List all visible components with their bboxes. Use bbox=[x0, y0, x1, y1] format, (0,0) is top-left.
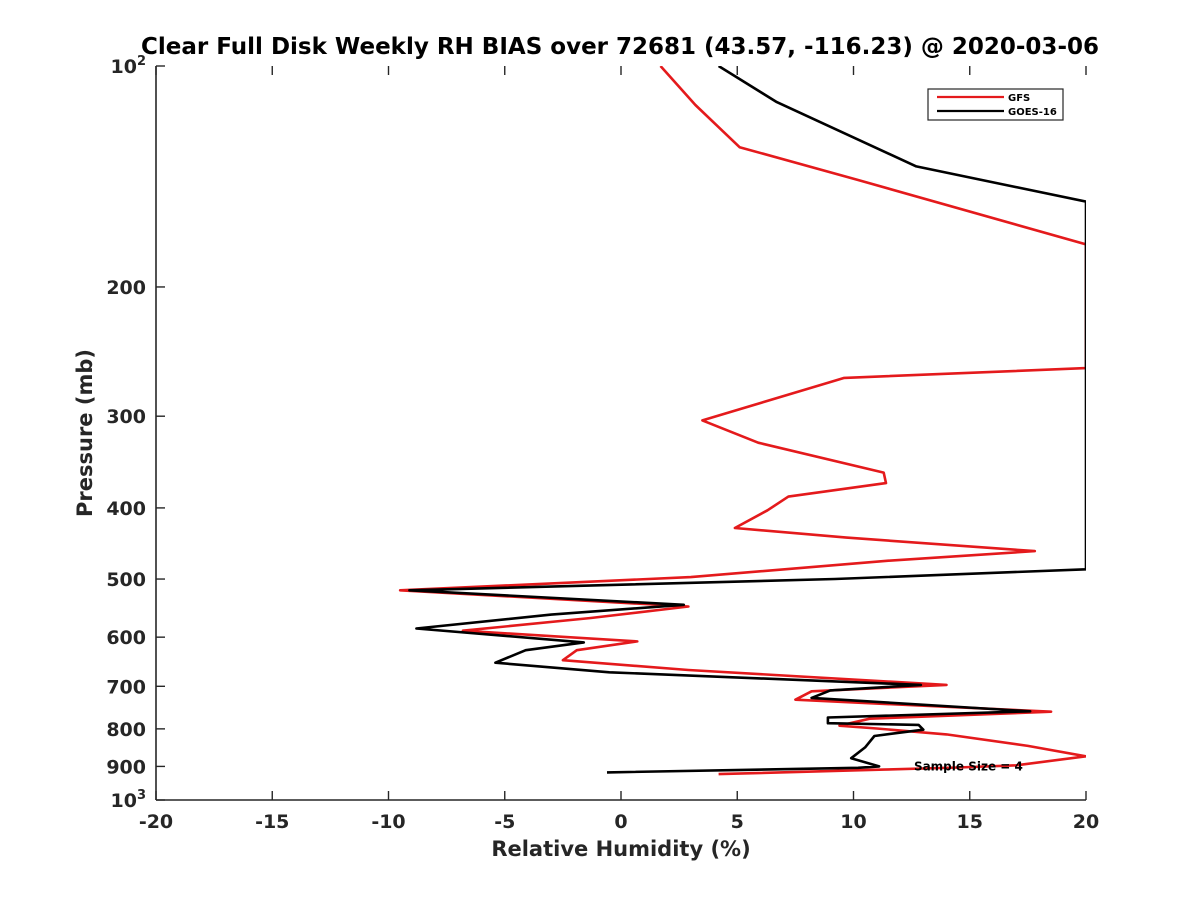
x-tick-label: -10 bbox=[371, 811, 405, 833]
annotation-layer: Sample Size = 4 bbox=[914, 759, 1023, 773]
chart-title: Clear Full Disk Weekly RH BIAS over 7268… bbox=[141, 34, 1099, 60]
x-tick-label: -20 bbox=[139, 811, 173, 833]
y-tick-label: 500 bbox=[106, 569, 146, 591]
y-tick-label: 102 bbox=[111, 54, 147, 78]
x-ticks: -20 -15 -10 -5 0 5 10 15 20 bbox=[139, 66, 1099, 833]
series-layer bbox=[398, 66, 1086, 776]
sample-size-annotation: Sample Size = 4 bbox=[914, 759, 1023, 773]
x-tick-label: 0 bbox=[614, 811, 627, 833]
y-tick-label: 900 bbox=[106, 756, 146, 778]
x-tick-label: -5 bbox=[494, 811, 515, 833]
plot-area bbox=[156, 66, 1086, 800]
y-tick-label: 600 bbox=[106, 627, 146, 649]
legend-label-goes16: GOES-16 bbox=[1008, 107, 1057, 118]
x-tick-label: 15 bbox=[957, 811, 983, 833]
y-tick-label: 700 bbox=[106, 676, 146, 698]
x-tick-label: 5 bbox=[731, 811, 744, 833]
y-tick-label: 300 bbox=[106, 406, 146, 428]
legend-box bbox=[927, 88, 1064, 121]
y-tick-label: 200 bbox=[106, 277, 146, 299]
x-axis-label: Relative Humidity (%) bbox=[491, 837, 750, 861]
y-tick-label: 400 bbox=[106, 498, 146, 520]
y-axis-label: Pressure (mb) bbox=[73, 349, 97, 517]
legend: GFS GOES-16 bbox=[927, 88, 1064, 121]
legend-label-gfs: GFS bbox=[1008, 93, 1030, 104]
x-tick-label: -15 bbox=[255, 811, 289, 833]
x-tick-label: 20 bbox=[1073, 811, 1099, 833]
series-line-goes16 bbox=[408, 66, 1086, 774]
y-tick-label: 103 bbox=[111, 788, 147, 812]
y-ticks: 102 200 300 400 500 600 700 800 900 103 bbox=[106, 54, 165, 812]
y-tick-label: 800 bbox=[106, 719, 146, 741]
x-tick-label: 10 bbox=[840, 811, 866, 833]
